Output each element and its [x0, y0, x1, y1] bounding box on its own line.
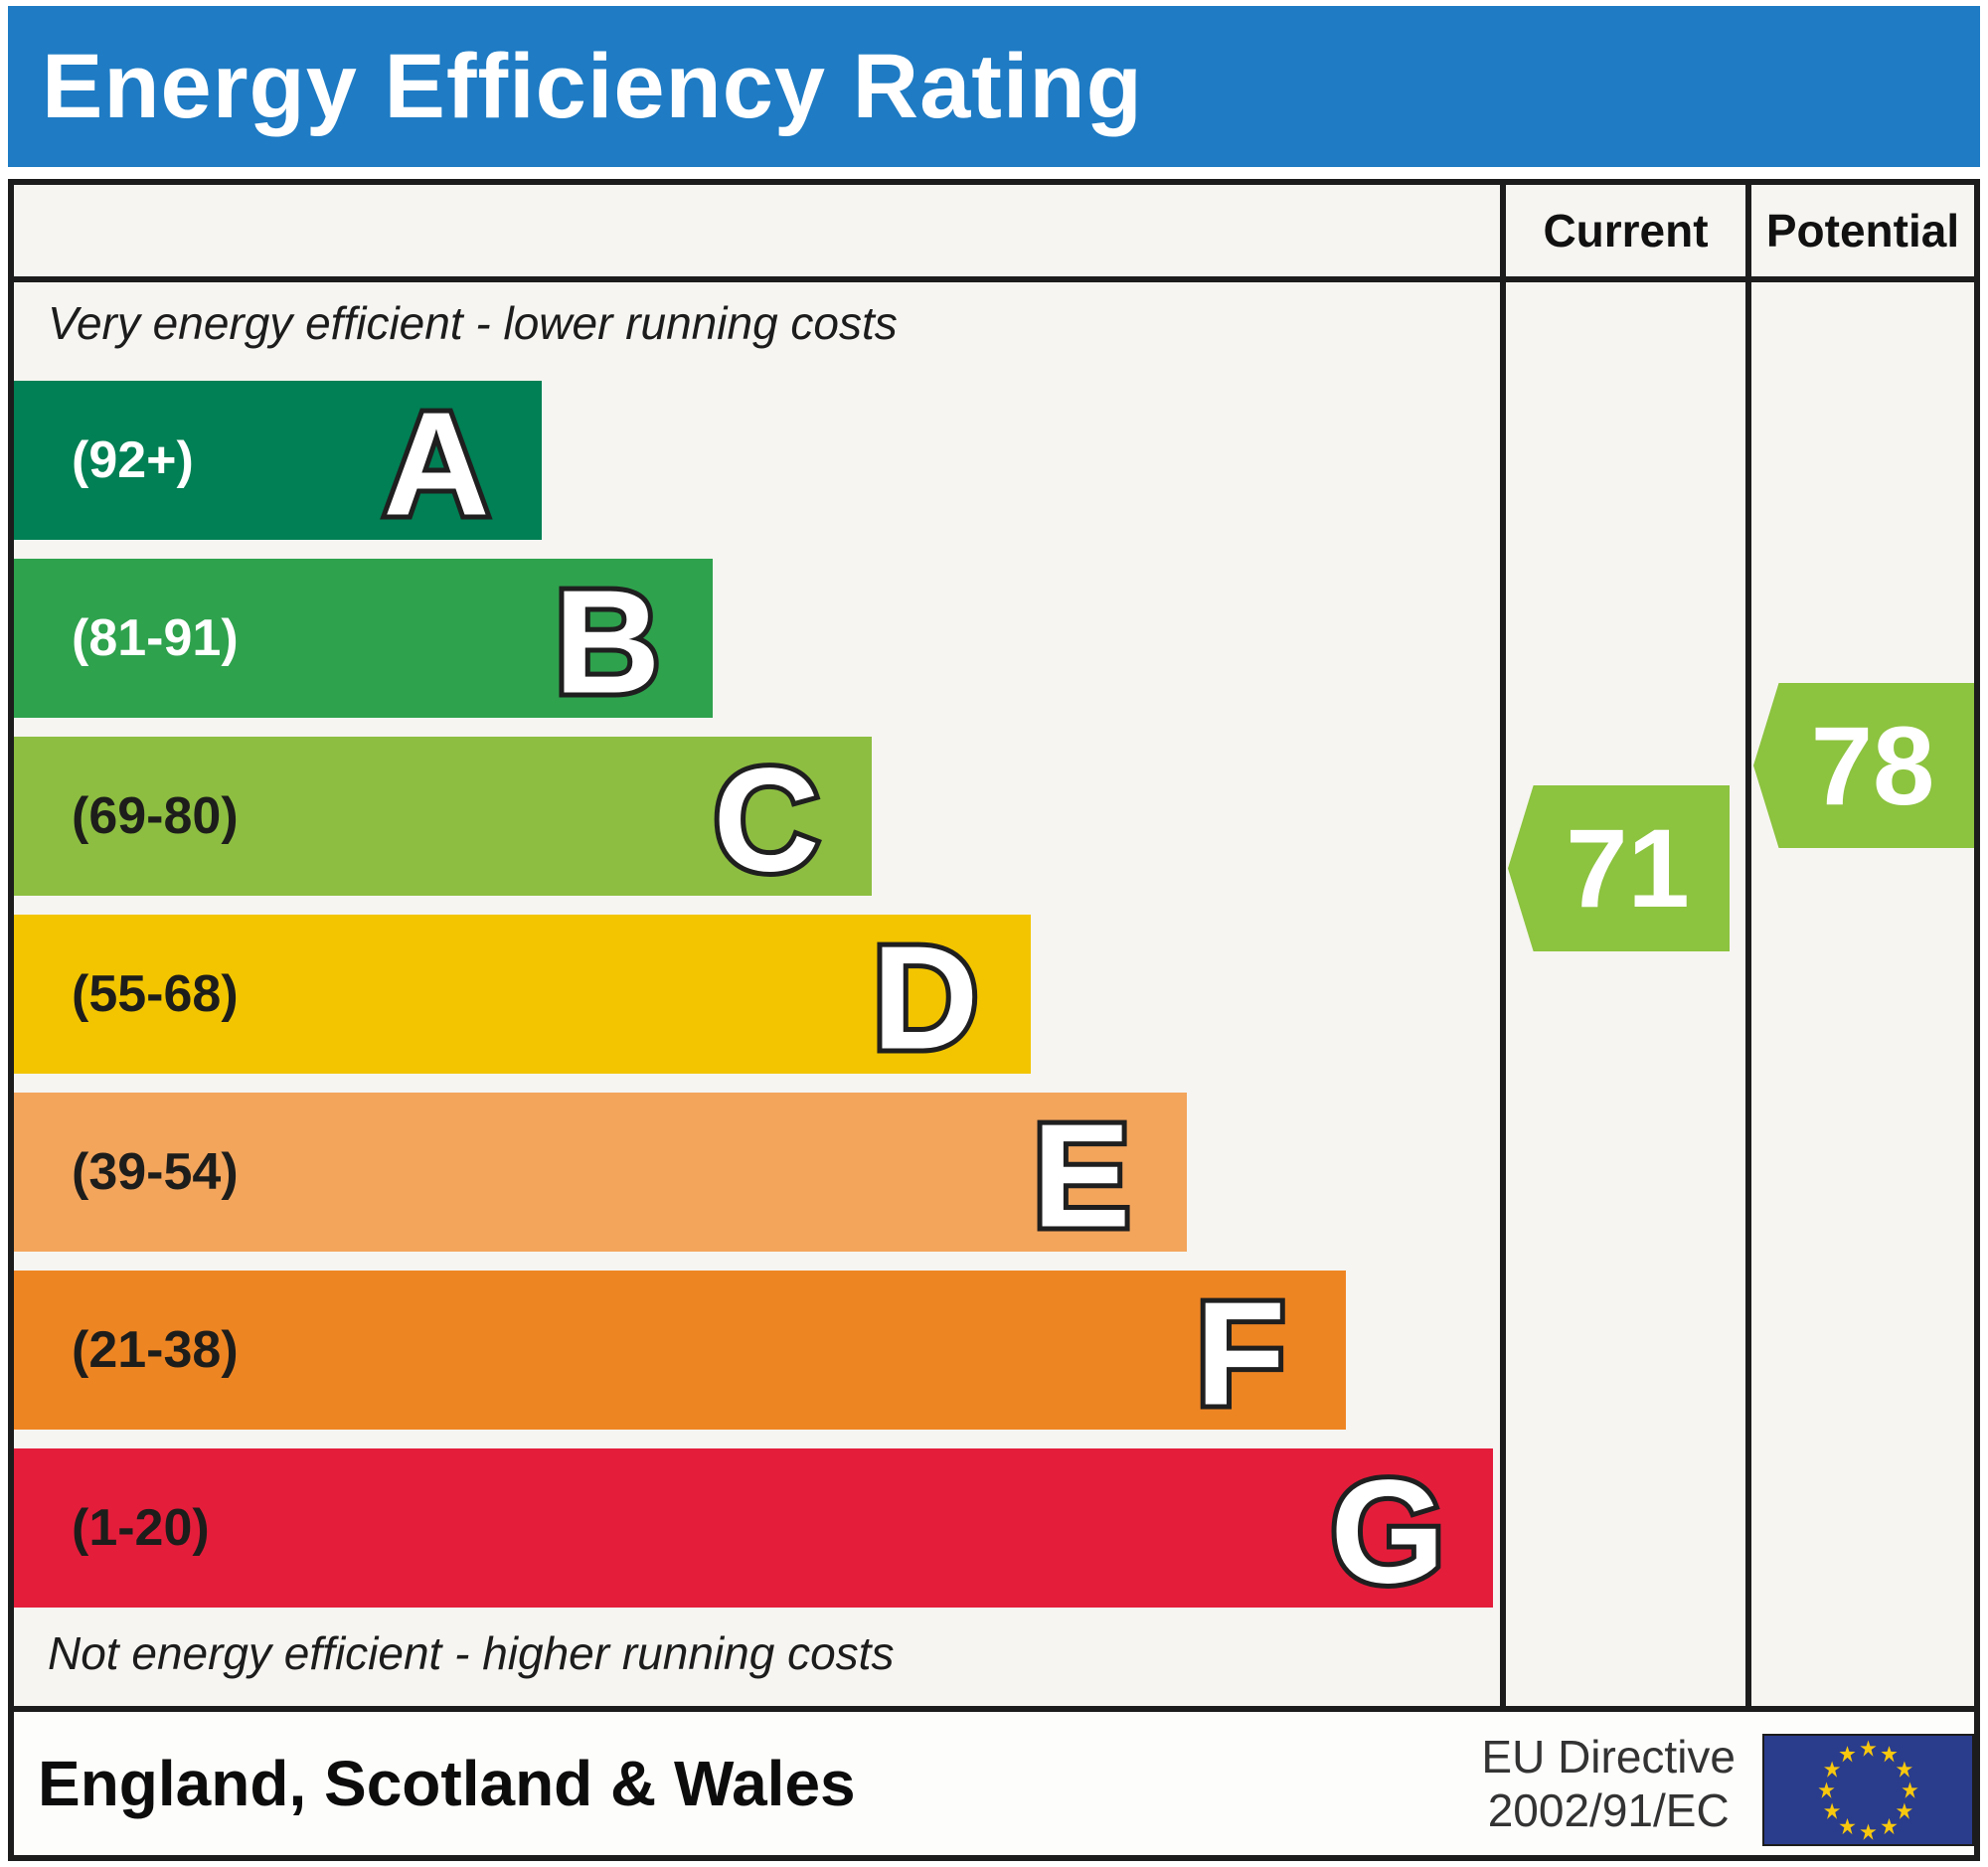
band-range-label: (55-68) [72, 965, 239, 1023]
page-title: Energy Efficiency Rating [42, 35, 1143, 137]
band-row: (69-80) C [14, 737, 1500, 896]
title-bar: Energy Efficiency Rating [8, 6, 1980, 167]
footer-divider [14, 1706, 1974, 1712]
band-range-label: (39-54) [72, 1143, 239, 1201]
band-row: (21-38) F [14, 1271, 1500, 1430]
rating-table: Current Potential Very energy efficient … [8, 179, 1980, 1861]
eu-directive-line1: EU Directive [1481, 1731, 1736, 1782]
potential-column-divider [1745, 185, 1751, 1706]
band-letter-text: F [1195, 1273, 1284, 1431]
band-bar: (81-91) B [14, 559, 713, 718]
band-range-label: (69-80) [72, 787, 239, 845]
band-letter-text: G [1330, 1450, 1444, 1609]
band-row: (92+) A [14, 381, 1500, 540]
band-bar: (1-20) G [14, 1448, 1493, 1608]
band-letter: F [1190, 1271, 1289, 1431]
band-row: (1-20) G [14, 1448, 1500, 1608]
band-row: (81-91) B [14, 559, 1500, 718]
column-header-current: Current [1543, 205, 1709, 256]
column-header-potential: Potential [1765, 205, 1960, 256]
band-letter: A [378, 381, 494, 541]
band-letter-text: B [554, 561, 660, 719]
band-row: (39-54) E [14, 1093, 1500, 1252]
band-letter-text: C [713, 739, 819, 897]
eu-flag-icon [1762, 1734, 1974, 1846]
band-letter: C [708, 737, 824, 897]
top-caption: Very energy efficient - lower running co… [48, 297, 898, 349]
band-bar: (55-68) D [14, 915, 1031, 1074]
band-range-label: (21-38) [72, 1321, 239, 1379]
band-list: (92+) A (81-91) B (69-80) C (55-68) D [14, 381, 1500, 1626]
current-rating-value: 71 [1566, 806, 1690, 931]
band-bar: (39-54) E [14, 1093, 1187, 1252]
region-label: England, Scotland & Wales [38, 1748, 856, 1819]
band-range-label: (81-91) [72, 609, 239, 667]
footer-background [14, 1712, 1974, 1855]
band-letter: B [549, 559, 665, 719]
bottom-caption: Not energy efficient - higher running co… [48, 1627, 895, 1679]
eu-directive-line2: 2002/91/EC [1487, 1784, 1730, 1836]
header-divider [14, 276, 1974, 282]
potential-rating-arrow: 78 [1753, 683, 1974, 848]
band-letter: G [1325, 1448, 1449, 1609]
band-row: (55-68) D [14, 915, 1500, 1074]
band-letter: D [867, 915, 983, 1075]
band-range-label: (92+) [72, 431, 194, 489]
potential-rating-value: 78 [1810, 703, 1935, 828]
band-letter: E [1027, 1093, 1135, 1253]
band-bar: (92+) A [14, 381, 542, 540]
band-letter-text: A [383, 383, 489, 541]
band-bar: (69-80) C [14, 737, 872, 896]
current-column-divider [1500, 185, 1506, 1706]
band-letter-text: D [872, 917, 978, 1075]
band-bar: (21-38) F [14, 1271, 1346, 1430]
current-rating-arrow: 71 [1508, 785, 1730, 951]
band-letter-text: E [1032, 1095, 1130, 1253]
band-range-label: (1-20) [72, 1499, 210, 1557]
eu-directive-label: EU Directive 2002/91/EC [1481, 1712, 1736, 1855]
